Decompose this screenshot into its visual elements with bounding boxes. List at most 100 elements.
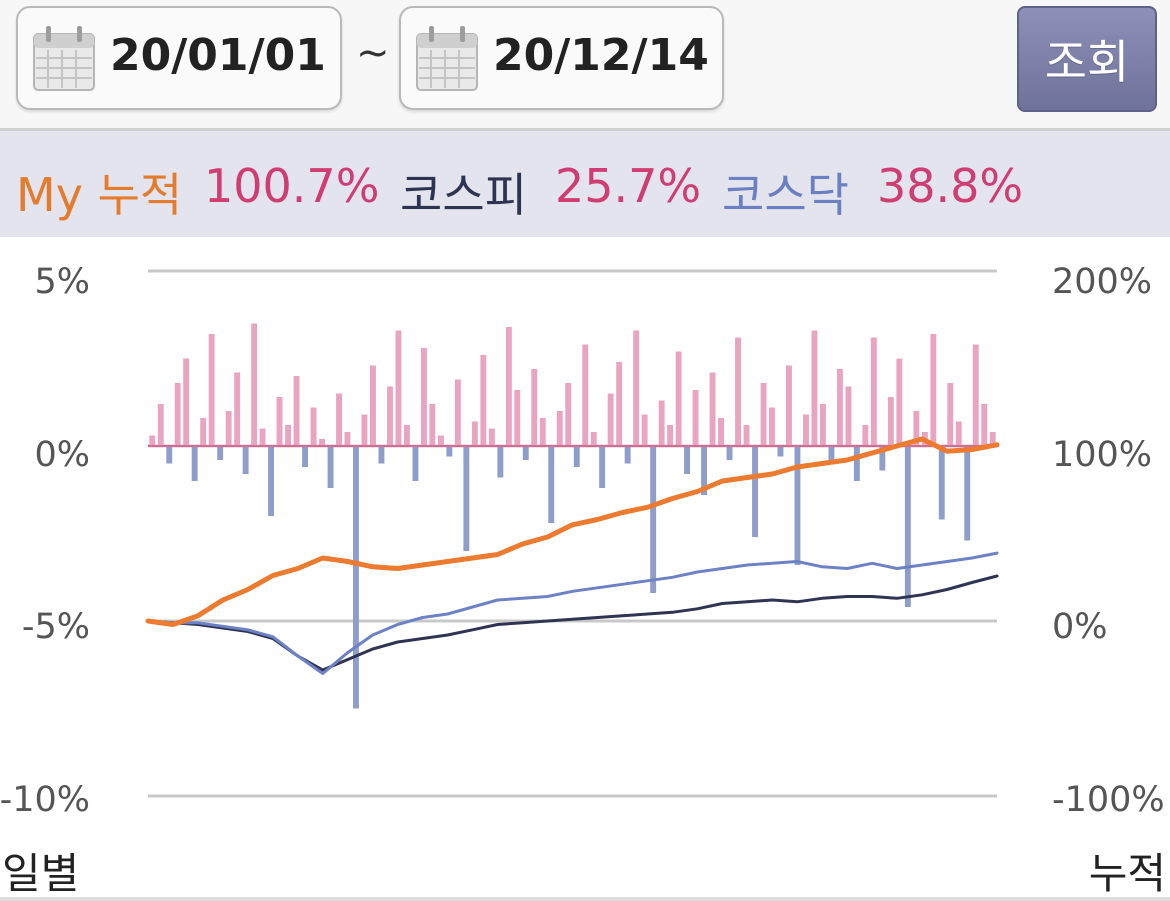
daily-return-bar	[786, 365, 792, 446]
daily-return-bar	[208, 334, 215, 446]
daily-return-bar	[743, 425, 750, 446]
daily-return-bar	[429, 404, 436, 446]
daily-return-bar	[735, 337, 741, 446]
daily-return-bar	[319, 439, 325, 446]
daily-return-bar	[811, 330, 818, 446]
daily-return-bar	[777, 446, 784, 457]
daily-return-bar	[853, 446, 860, 481]
daily-return-bar	[972, 344, 979, 446]
daily-return-bar	[157, 404, 164, 446]
daily-return-bar	[989, 432, 996, 446]
daily-return-bar	[718, 418, 724, 446]
daily-return-bar	[633, 330, 640, 446]
daily-return-bar	[539, 418, 546, 446]
kosdaq-label: 코스닥	[722, 168, 849, 222]
start-date-value: 20/01/01	[110, 30, 326, 81]
daily-return-bar	[709, 372, 716, 446]
daily-return-bar	[166, 446, 173, 464]
daily-return-bar	[913, 411, 920, 446]
daily-return-bar	[353, 446, 359, 709]
daily-return-bar	[556, 411, 563, 446]
daily-return-bar	[480, 355, 487, 446]
daily-return-bar	[930, 334, 937, 446]
daily-return-bar	[667, 425, 674, 446]
daily-return-bar	[938, 446, 945, 520]
daily-return-bar	[879, 446, 886, 471]
daily-return-bar	[590, 432, 597, 446]
daily-return-bar	[947, 383, 954, 446]
daily-return-bar	[548, 446, 555, 523]
cumulative-lines	[145, 436, 1000, 675]
daily-return-bar	[276, 397, 283, 446]
daily-return-bar	[870, 337, 877, 446]
calendar-icon[interactable]	[32, 24, 96, 94]
daily-return-bar	[217, 446, 224, 460]
end-date-field[interactable]: 20/12/14	[399, 6, 724, 110]
daily-return-bar	[692, 390, 699, 446]
search-button[interactable]: 조회	[1017, 6, 1157, 112]
daily-return-bar	[336, 393, 342, 446]
daily-return-bar	[599, 446, 606, 488]
right-tick-label: -100%	[1052, 780, 1165, 820]
daily-return-bar	[268, 446, 274, 516]
series-line-0	[145, 436, 1000, 627]
daily-return-bar	[964, 446, 971, 541]
daily-return-bar	[412, 446, 419, 481]
daily-return-bar	[820, 404, 826, 446]
daily-return-bar	[616, 362, 623, 446]
daily-return-bar	[471, 421, 478, 446]
daily-return-bar	[200, 418, 207, 446]
daily-return-bar	[463, 446, 470, 551]
daily-return-bar	[370, 365, 376, 446]
daily-return-bar	[684, 446, 690, 474]
daily-return-bar	[658, 400, 665, 446]
daily-return-bar	[675, 351, 682, 446]
daily-return-bar	[531, 369, 538, 446]
daily-return-bar	[505, 327, 512, 446]
daily-bars	[148, 323, 997, 709]
daily-return-bar	[234, 372, 241, 446]
daily-return-bar	[242, 446, 249, 474]
date-range-toolbar: 20/01/01 ~ 20/12/14 조회	[0, 0, 1170, 131]
daily-return-bar	[251, 323, 258, 446]
daily-return-bar	[437, 435, 444, 446]
left-tick-label: -5%	[21, 607, 90, 647]
daily-return-bar	[302, 446, 308, 467]
daily-return-bar	[488, 428, 495, 446]
left-tick-label: 5%	[34, 262, 90, 302]
daily-return-bar	[701, 446, 707, 495]
daily-return-bar	[769, 407, 775, 446]
daily-return-bar	[497, 446, 504, 478]
daily-return-bar	[191, 446, 198, 481]
daily-return-bar	[285, 425, 291, 446]
daily-return-bar	[752, 446, 758, 537]
daily-return-bar	[183, 358, 190, 446]
daily-return-bar	[862, 425, 869, 446]
daily-return-bar	[387, 386, 393, 446]
daily-return-bar	[454, 379, 461, 446]
daily-return-bar	[726, 446, 733, 460]
my-cumulative-label: My 누적	[16, 168, 183, 222]
right-tick-label: 0%	[1052, 607, 1108, 647]
daily-return-bar	[641, 414, 648, 446]
start-date-field[interactable]: 20/01/01	[16, 6, 342, 110]
daily-return-bar	[404, 425, 410, 446]
end-date-value: 20/12/14	[493, 30, 709, 81]
daily-return-bar	[887, 397, 894, 446]
daily-return-bar	[760, 383, 767, 446]
bottom-divider	[0, 897, 1170, 901]
calendar-icon[interactable]	[415, 24, 479, 94]
daily-return-bar	[514, 390, 521, 446]
daily-return-bar	[149, 435, 156, 446]
left-tick-label: -10%	[0, 780, 90, 820]
daily-return-bar	[573, 446, 580, 467]
daily-return-bar	[174, 383, 181, 446]
daily-return-bar	[896, 358, 903, 446]
daily-return-bar	[361, 414, 368, 446]
daily-return-bar	[344, 432, 351, 446]
daily-return-bar	[794, 446, 801, 565]
daily-return-bar	[650, 446, 657, 593]
daily-return-bar	[378, 446, 385, 464]
kospi-value: 25.7%	[555, 159, 702, 213]
daily-return-bar	[421, 348, 427, 446]
